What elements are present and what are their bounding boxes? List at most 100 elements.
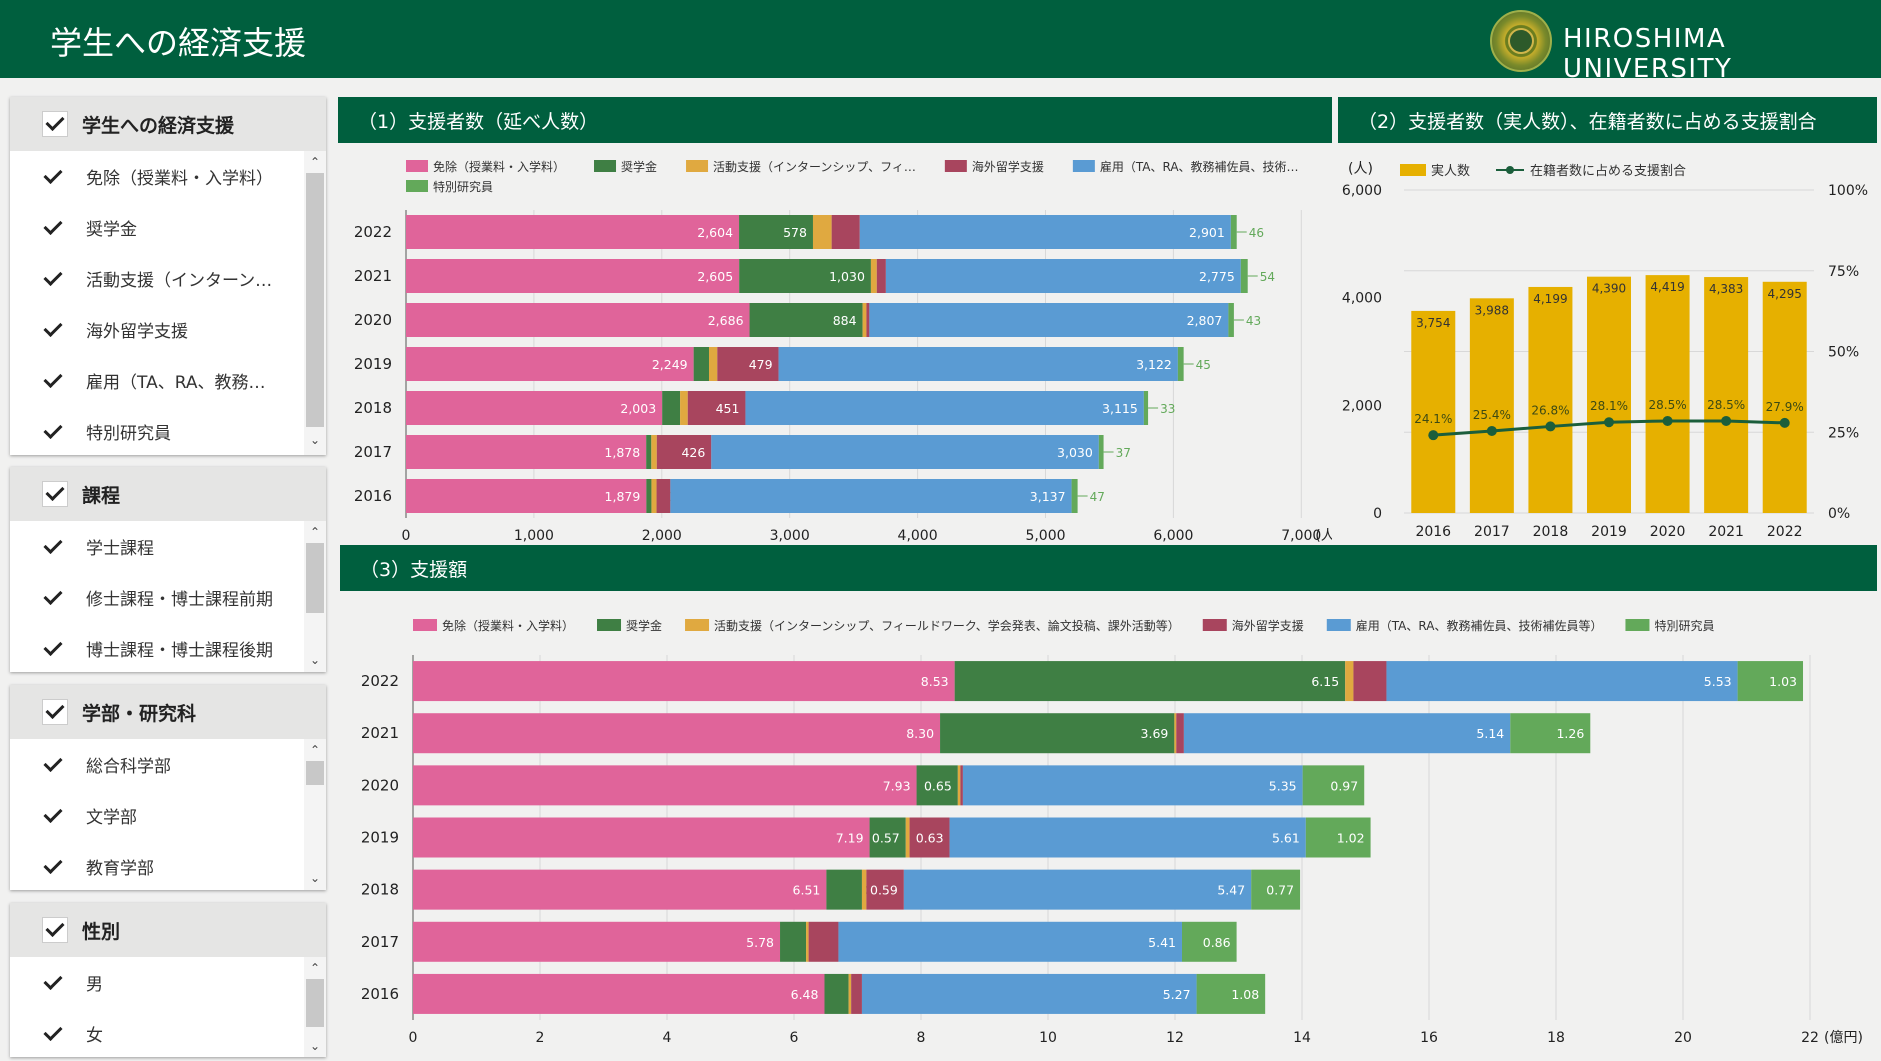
filter-option[interactable]: 男 — [10, 957, 326, 1008]
check-icon — [43, 970, 63, 990]
scrollbar[interactable]: ⌃ ⌄ — [304, 957, 326, 1057]
data-label: 2,003 — [620, 401, 656, 416]
scrollbar[interactable]: ⌃ ⌄ — [304, 521, 326, 672]
bar-segment — [1228, 303, 1234, 337]
scroll-thumb[interactable] — [306, 979, 324, 1027]
y-axis-unit: (人) — [1348, 161, 1373, 177]
legend-swatch — [406, 160, 428, 172]
filter-header[interactable]: 学生への経済支援 — [10, 97, 326, 151]
scroll-up-icon[interactable]: ⌃ — [309, 525, 321, 539]
scroll-thumb[interactable] — [306, 543, 324, 613]
x-tick-label: 2018 — [1533, 524, 1569, 540]
filter-option[interactable]: 海外留学支援 — [10, 304, 326, 355]
bar-segment — [962, 765, 1303, 806]
bar-segment — [406, 347, 694, 381]
check-icon — [43, 164, 63, 184]
scroll-up-icon[interactable]: ⌃ — [309, 961, 321, 975]
y-tick-label: 2019 — [354, 355, 392, 373]
scroll-down-icon[interactable]: ⌄ — [309, 1039, 321, 1053]
bar-segment — [413, 765, 917, 806]
check-icon — [43, 368, 63, 388]
filter-option[interactable]: 総合科学部 — [10, 739, 326, 790]
filter-option[interactable]: 雇用（TA、RA、教務補… — [10, 355, 326, 406]
scroll-thumb[interactable] — [306, 173, 324, 427]
filter-option[interactable]: 文学部 — [10, 790, 326, 841]
x-tick-label: 8 — [917, 1030, 926, 1046]
filter-option-label: 活動支援（インターン… — [86, 271, 273, 291]
scroll-down-icon[interactable]: ⌄ — [309, 653, 321, 667]
select-all-checkbox[interactable] — [42, 699, 68, 725]
scroll-up-icon[interactable]: ⌃ — [309, 155, 321, 169]
bar-segment — [1302, 765, 1365, 806]
filter-header[interactable]: 学部・研究科 — [10, 685, 326, 739]
filter-option[interactable]: 奨学金 — [10, 202, 326, 253]
check-icon — [43, 317, 63, 337]
filter-option[interactable]: 学士課程 — [10, 521, 326, 572]
y-tick-label: 2021 — [361, 724, 399, 742]
data-label: 3,030 — [1057, 445, 1093, 460]
bar-segment — [916, 765, 958, 806]
filter-header[interactable]: 課程 — [10, 467, 326, 521]
filter-option-label: 文学部 — [86, 808, 137, 828]
data-label: 2,605 — [697, 269, 733, 284]
bar-segment — [1174, 713, 1177, 754]
data-label: 25.4% — [1473, 408, 1511, 422]
logo-emblem — [1508, 28, 1534, 54]
x-tick-label: 3,000 — [770, 528, 810, 542]
legend-swatch — [686, 160, 709, 172]
data-label: 46 — [1249, 226, 1264, 240]
filter-option[interactable]: 免除（授業料・入学料） — [10, 151, 326, 202]
check-icon — [43, 534, 63, 554]
x-tick-label: 2016 — [1415, 524, 1451, 540]
filter-option[interactable]: 修士課程・博士課程前期 — [10, 572, 326, 623]
select-all-checkbox[interactable] — [42, 481, 68, 507]
y2-tick-label: 75% — [1828, 264, 1859, 280]
bar-segment — [1386, 661, 1738, 702]
bar-segment — [812, 215, 832, 249]
scroll-up-icon[interactable]: ⌃ — [309, 743, 321, 757]
data-label: 26.8% — [1531, 403, 1569, 417]
bar-segment — [413, 817, 870, 858]
y-tick-label: 2020 — [361, 776, 399, 794]
filter-title: 学生への経済支援 — [82, 114, 235, 137]
x-tick-label: 20 — [1674, 1030, 1692, 1046]
scrollbar[interactable]: ⌃ ⌄ — [304, 739, 326, 890]
filter-option[interactable]: 女 — [10, 1008, 326, 1057]
x-tick-label: 2021 — [1708, 524, 1744, 540]
bar-segment — [1251, 869, 1301, 910]
bar — [1762, 281, 1807, 513]
data-label: 1.26 — [1556, 726, 1584, 741]
x-tick-label: 2022 — [1767, 524, 1803, 540]
data-label: 0.77 — [1266, 883, 1294, 898]
filter-option[interactable]: 教育学部 — [10, 841, 326, 890]
line-marker — [1721, 415, 1732, 426]
x-tick-label: 2 — [536, 1030, 545, 1046]
filter-header[interactable]: 性別 — [10, 903, 326, 957]
y-tick-label: 6,000 — [1342, 183, 1382, 199]
scroll-thumb[interactable] — [306, 761, 324, 785]
select-all-checkbox[interactable] — [42, 917, 68, 943]
data-label: 5.14 — [1476, 726, 1504, 741]
legend-label: 実人数 — [1431, 163, 1470, 179]
check-icon — [43, 585, 63, 605]
data-label: 47 — [1090, 490, 1105, 504]
filter-option[interactable]: 特別研究員 — [10, 406, 326, 455]
data-label: 2,775 — [1199, 269, 1235, 284]
university-logo — [1490, 10, 1552, 72]
filter-option-label: 特別研究員 — [86, 424, 171, 444]
scrollbar[interactable]: ⌃ ⌄ — [304, 151, 326, 455]
university-name: HIROSHIMA UNIVERSITY — [1563, 24, 1733, 84]
filter-list: 学士課程 修士課程・博士課程前期 博士課程・博士課程後期 ⌃ ⌄ — [10, 521, 326, 672]
filter-option[interactable]: 活動支援（インターン… — [10, 253, 326, 304]
scroll-down-icon[interactable]: ⌄ — [309, 433, 321, 447]
scroll-down-icon[interactable]: ⌄ — [309, 871, 321, 885]
select-all-checkbox[interactable] — [42, 111, 68, 137]
y2-tick-label: 25% — [1828, 425, 1859, 441]
bar-segment — [1183, 713, 1511, 754]
data-label: 8.30 — [906, 726, 934, 741]
bar-segment — [656, 435, 712, 469]
y2-tick-label: 100% — [1828, 183, 1868, 199]
data-label: 0.57 — [872, 831, 900, 846]
filter-option[interactable]: 博士課程・博士課程後期 — [10, 623, 326, 672]
x-tick-label: 2,000 — [642, 528, 682, 542]
